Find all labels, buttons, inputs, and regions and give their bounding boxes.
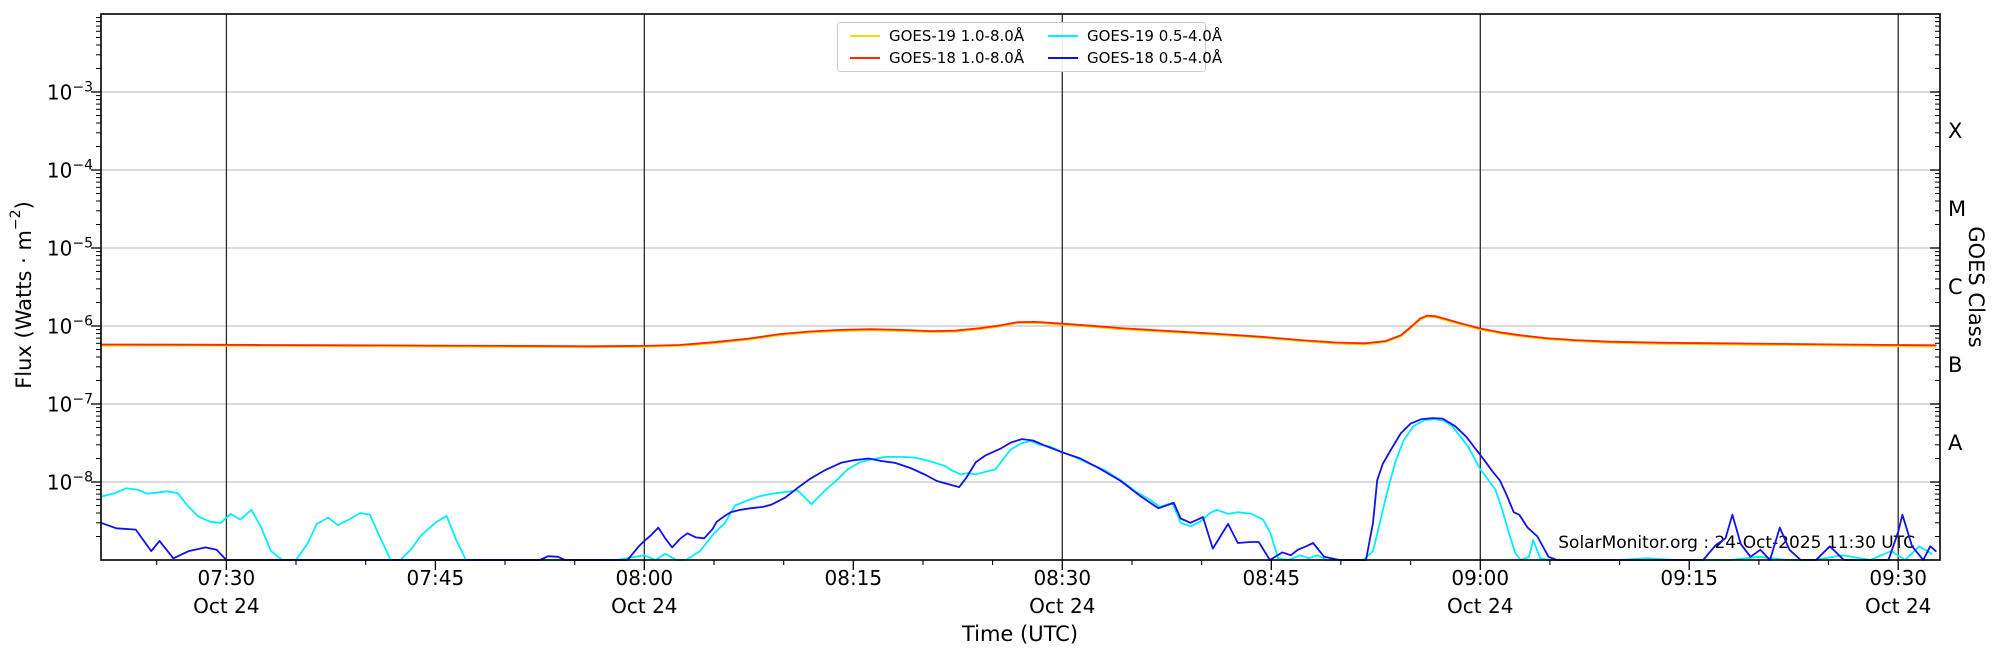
y-tick-label-1e-8: 10−8 [46, 469, 93, 495]
legend-line-swatch [1048, 35, 1078, 37]
y-tick-exponent: −3 [72, 79, 93, 96]
x-tick-label-09:00: 09:00 [1451, 566, 1510, 590]
legend-label: GOES-18 0.5-4.0Å [1087, 49, 1223, 67]
y-axis-label-exponent: −2 [8, 209, 24, 231]
legend-label: GOES-19 0.5-4.0Å [1087, 27, 1223, 45]
x-tick-date-08:30: Oct 24 [1029, 594, 1096, 618]
x-tick-label-08:30: 08:30 [1033, 566, 1092, 590]
legend: GOES-19 1.0-8.0Å GOES-18 1.0-8.0Å GOES-19 … [837, 22, 1222, 72]
x-tick-date-07:30: Oct 24 [193, 594, 260, 618]
x-tick-label-08:00: 08:00 [615, 566, 674, 590]
y-tick-exponent: −7 [72, 391, 93, 408]
y-tick-label-1e-4: 10−4 [46, 157, 93, 183]
x-tick-label-08:45: 08:45 [1242, 566, 1301, 590]
x-axis-label: Time (UTC) [961, 622, 1079, 646]
x-tick-label-09:15: 09:15 [1660, 566, 1719, 590]
legend-label: GOES-19 1.0-8.0Å [889, 27, 1025, 45]
y-tick-exponent: −8 [72, 469, 93, 486]
x-tick-label-09:30: 09:30 [1869, 566, 1928, 590]
goes-class-letter-M: M [1948, 197, 1967, 221]
y-tick-label-1e-6: 10−6 [46, 313, 93, 339]
legend-line-swatch [850, 57, 880, 59]
x-tick-label-07:45: 07:45 [406, 566, 465, 590]
legend-label: GOES-18 1.0-8.0Å [889, 49, 1025, 67]
y-axis-label-pre: Flux (Watts · m [12, 230, 36, 389]
legend-line-swatch [850, 35, 880, 37]
x-tick-label-07:30: 07:30 [197, 566, 256, 590]
y-tick-exponent: −6 [72, 313, 93, 330]
legend-item-2: GOES-19 0.5-4.0Å [1048, 27, 1222, 45]
goes-class-letter-C: C [1948, 275, 1963, 299]
right-axis-label: GOES Class [1964, 226, 1988, 348]
x-tick-date-09:30: Oct 24 [1865, 594, 1932, 618]
y-tick-label-1e-5: 10−5 [46, 235, 93, 261]
y-tick-label-1e-7: 10−7 [46, 391, 93, 417]
y-tick-label-1e-3: 10−3 [46, 79, 93, 105]
goes-class-letter-A: A [1948, 431, 1963, 455]
y-axis-label-post: ) [12, 201, 36, 210]
goes-class-letter-X: X [1948, 119, 1963, 143]
x-tick-date-08:00: Oct 24 [611, 594, 678, 618]
solarmonitor-watermark: SolarMonitor.org : 24-Oct-2025 11:30 UTC [1558, 533, 1915, 553]
x-tick-label-08:15: 08:15 [824, 566, 883, 590]
legend-line-swatch [1048, 57, 1078, 59]
y-axis-label: Flux (Watts · m−2) [8, 201, 36, 389]
goes-class-letter-B: B [1948, 353, 1963, 377]
legend-item-1: GOES-18 1.0-8.0Å [850, 49, 1048, 67]
y-tick-exponent: −5 [72, 235, 93, 252]
y-tick-exponent: −4 [72, 157, 93, 174]
legend-item-3: GOES-18 0.5-4.0Å [1048, 49, 1222, 67]
legend-item-0: GOES-19 1.0-8.0Å [850, 27, 1048, 45]
x-tick-date-09:00: Oct 24 [1447, 594, 1514, 618]
